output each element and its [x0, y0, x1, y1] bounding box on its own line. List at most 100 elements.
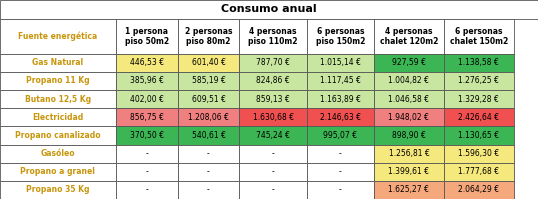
Text: -: - — [339, 167, 342, 176]
Text: 585,19 €: 585,19 € — [192, 76, 225, 85]
Text: 385,96 €: 385,96 € — [130, 76, 164, 85]
Text: 1.948,02 €: 1.948,02 € — [388, 113, 429, 122]
Bar — [0, 181, 116, 199]
Bar — [116, 126, 178, 144]
Text: -: - — [272, 185, 274, 194]
Text: 1.630,68 €: 1.630,68 € — [252, 113, 294, 122]
Text: 787,70 €: 787,70 € — [256, 58, 290, 67]
Text: 6 personas
piso 150m2: 6 personas piso 150m2 — [316, 27, 365, 46]
Bar — [444, 126, 514, 144]
Text: 1.046,58 €: 1.046,58 € — [388, 95, 429, 104]
Bar — [374, 163, 444, 181]
Text: 1.276,25 €: 1.276,25 € — [458, 76, 499, 85]
Bar — [307, 163, 374, 181]
Text: 1.596,30 €: 1.596,30 € — [458, 149, 499, 158]
Bar — [116, 19, 178, 54]
Text: -: - — [207, 167, 210, 176]
Bar — [0, 0, 538, 19]
Text: 4 personas
piso 110m2: 4 personas piso 110m2 — [248, 27, 298, 46]
Bar — [0, 144, 116, 163]
Bar — [444, 108, 514, 126]
Bar — [239, 90, 307, 108]
Bar — [178, 108, 239, 126]
Text: 856,75 €: 856,75 € — [130, 113, 164, 122]
Bar — [239, 108, 307, 126]
Text: -: - — [207, 149, 210, 158]
Text: Propano 35 Kg: Propano 35 Kg — [26, 185, 90, 194]
Text: 1.256,81 €: 1.256,81 € — [388, 149, 429, 158]
Bar — [116, 72, 178, 90]
Text: 898,90 €: 898,90 € — [392, 131, 426, 140]
Text: 859,13 €: 859,13 € — [256, 95, 290, 104]
Bar — [444, 54, 514, 72]
Text: 402,00 €: 402,00 € — [130, 95, 164, 104]
Bar — [116, 163, 178, 181]
Text: 927,59 €: 927,59 € — [392, 58, 426, 67]
Text: -: - — [339, 149, 342, 158]
Text: Gas Natural: Gas Natural — [32, 58, 83, 67]
Text: 2 personas
piso 80m2: 2 personas piso 80m2 — [185, 27, 232, 46]
Text: 1.399,61 €: 1.399,61 € — [388, 167, 429, 176]
Bar — [239, 54, 307, 72]
Bar — [239, 72, 307, 90]
Text: Electricidad: Electricidad — [32, 113, 83, 122]
Text: 446,53 €: 446,53 € — [130, 58, 164, 67]
Bar — [178, 181, 239, 199]
Bar — [116, 181, 178, 199]
Bar — [178, 126, 239, 144]
Text: 1 persona
piso 50m2: 1 persona piso 50m2 — [124, 27, 169, 46]
Bar — [116, 144, 178, 163]
Text: 1.138,58 €: 1.138,58 € — [458, 58, 499, 67]
Bar — [239, 19, 307, 54]
Bar — [444, 163, 514, 181]
Bar — [239, 144, 307, 163]
Text: 1.117,45 €: 1.117,45 € — [320, 76, 360, 85]
Text: Propano 11 Kg: Propano 11 Kg — [26, 76, 90, 85]
Text: Propano a granel: Propano a granel — [20, 167, 95, 176]
Text: 609,51 €: 609,51 € — [192, 95, 225, 104]
Text: 824,86 €: 824,86 € — [256, 76, 290, 85]
Text: 1.777,68 €: 1.777,68 € — [458, 167, 499, 176]
Text: -: - — [145, 149, 148, 158]
Text: 995,07 €: 995,07 € — [323, 131, 357, 140]
Bar — [307, 108, 374, 126]
Bar — [0, 163, 116, 181]
Bar — [116, 108, 178, 126]
Bar — [178, 54, 239, 72]
Bar — [307, 90, 374, 108]
Bar — [374, 54, 444, 72]
Bar — [374, 181, 444, 199]
Bar — [307, 181, 374, 199]
Text: 2.146,63 €: 2.146,63 € — [320, 113, 361, 122]
Text: 2.064,29 €: 2.064,29 € — [458, 185, 499, 194]
Text: -: - — [272, 149, 274, 158]
Bar — [0, 54, 116, 72]
Bar — [0, 126, 116, 144]
Text: 1.208,06 €: 1.208,06 € — [188, 113, 229, 122]
Bar — [0, 72, 116, 90]
Bar — [116, 90, 178, 108]
Bar — [239, 181, 307, 199]
Text: 540,61 €: 540,61 € — [192, 131, 225, 140]
Bar — [307, 126, 374, 144]
Text: 2.426,64 €: 2.426,64 € — [458, 113, 499, 122]
Bar — [307, 144, 374, 163]
Text: 6 personas
chalet 150m2: 6 personas chalet 150m2 — [450, 27, 508, 46]
Text: -: - — [145, 185, 148, 194]
Bar — [239, 163, 307, 181]
Bar — [444, 90, 514, 108]
Text: 1.625,27 €: 1.625,27 € — [388, 185, 429, 194]
Text: 1.004,82 €: 1.004,82 € — [388, 76, 429, 85]
Bar — [374, 72, 444, 90]
Text: Gasóleo: Gasóleo — [40, 149, 75, 158]
Bar — [0, 108, 116, 126]
Text: 1.329,28 €: 1.329,28 € — [458, 95, 499, 104]
Bar — [374, 108, 444, 126]
Text: 1.015,14 €: 1.015,14 € — [320, 58, 360, 67]
Text: Propano canalizado: Propano canalizado — [15, 131, 101, 140]
Text: 745,24 €: 745,24 € — [256, 131, 290, 140]
Text: Consumo anual: Consumo anual — [221, 4, 317, 15]
Bar — [178, 90, 239, 108]
Text: 1.130,65 €: 1.130,65 € — [458, 131, 499, 140]
Bar — [444, 72, 514, 90]
